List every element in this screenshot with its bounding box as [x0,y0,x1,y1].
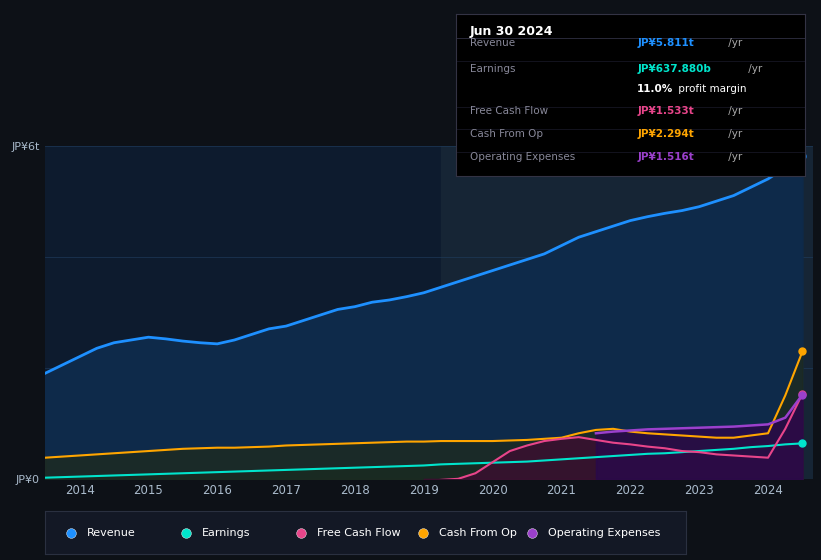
Text: Operating Expenses: Operating Expenses [470,152,575,162]
Text: Revenue: Revenue [87,528,135,538]
Text: Cash From Op: Cash From Op [439,528,517,538]
Text: JP¥1.533t: JP¥1.533t [637,106,694,116]
Text: Earnings: Earnings [470,64,515,74]
Text: Earnings: Earnings [202,528,250,538]
Text: JP¥1.516t: JP¥1.516t [637,152,694,162]
Text: Free Cash Flow: Free Cash Flow [318,528,401,538]
Text: JP¥5.811t: JP¥5.811t [637,38,694,48]
Text: profit margin: profit margin [676,83,747,94]
Text: JP¥2.294t: JP¥2.294t [637,129,694,139]
Text: /yr: /yr [745,64,762,74]
Text: /yr: /yr [725,129,742,139]
Text: 11.0%: 11.0% [637,83,673,94]
Text: /yr: /yr [725,106,742,116]
Text: Free Cash Flow: Free Cash Flow [470,106,548,116]
Bar [441,146,821,479]
Text: /yr: /yr [725,152,742,162]
Text: Operating Expenses: Operating Expenses [548,528,660,538]
Text: /yr: /yr [725,38,742,48]
Text: Jun 30 2024: Jun 30 2024 [470,25,553,38]
Text: JP¥637.880b: JP¥637.880b [637,64,711,74]
Text: Revenue: Revenue [470,38,515,48]
Text: Cash From Op: Cash From Op [470,129,543,139]
